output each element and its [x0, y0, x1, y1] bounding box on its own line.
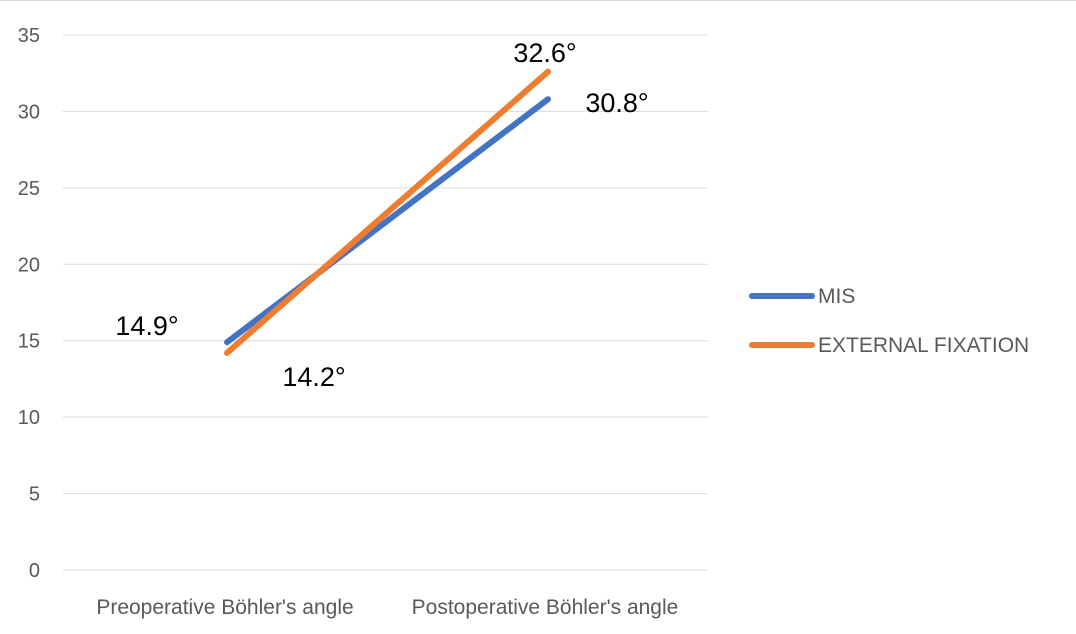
data-label: 14.9°	[115, 311, 178, 341]
y-tick-label: 5	[29, 484, 40, 506]
x-category-label: Postoperative Böhler's angle	[412, 596, 679, 619]
data-labels: 14.9° 30.8° 14.2° 32.6°	[115, 38, 648, 392]
y-tick-label: 30	[18, 101, 40, 123]
gridlines	[0, 0, 1076, 571]
y-tick-label: 20	[18, 254, 40, 276]
x-category-label: Preoperative Böhler's angle	[96, 596, 353, 619]
legend-label: MIS	[818, 285, 855, 308]
y-tick-label: 10	[18, 407, 40, 429]
legend-label: EXTERNAL FIXATION	[818, 334, 1029, 357]
y-tick-label: 25	[18, 178, 40, 200]
data-label: 30.8°	[585, 88, 648, 118]
y-tick-label: 35	[18, 25, 40, 47]
legend: MIS EXTERNAL FIXATION	[749, 285, 1029, 357]
x-axis-categories: Preoperative Böhler's angle Postoperative…	[96, 596, 678, 619]
series-line-external-fixation	[224, 68, 551, 356]
series-lines	[224, 68, 551, 356]
y-tick-label: 15	[18, 331, 40, 353]
data-label: 32.6°	[513, 38, 576, 68]
data-label: 14.2°	[282, 362, 345, 392]
y-axis-ticks: 0 5 10 15 20 25 30 35	[18, 25, 40, 582]
series-line-mis	[224, 96, 551, 346]
y-tick-label: 0	[29, 560, 40, 582]
